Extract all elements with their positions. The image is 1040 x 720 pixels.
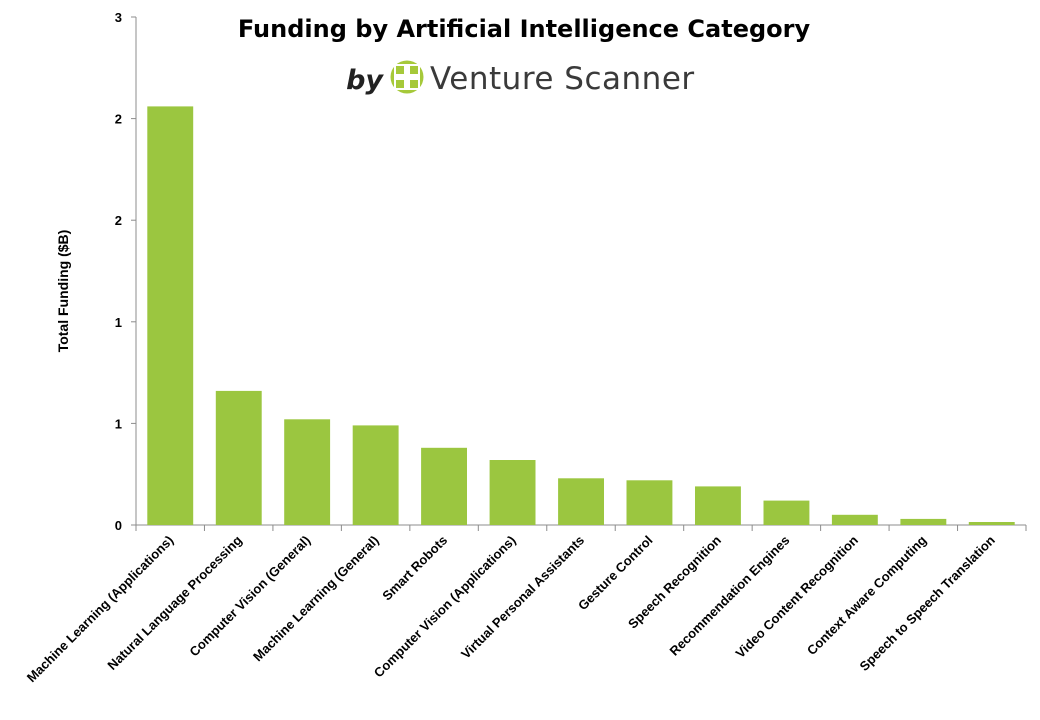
bar bbox=[489, 460, 536, 525]
bar bbox=[763, 500, 810, 525]
x-tick-label: Smart Robots bbox=[379, 533, 450, 604]
bar bbox=[284, 419, 331, 525]
x-tick-label: Natural Language Processing bbox=[104, 532, 244, 672]
x-tick-label: Context Aware Computing bbox=[804, 532, 930, 658]
plot-area: 0 1 1 2 2 3 Machine Learning (Applications)Nat… bbox=[24, 10, 1027, 686]
x-tick-label: Machine Learning (General) bbox=[250, 533, 382, 665]
chart-title: Funding by Artificial Intelligence Categ… bbox=[238, 15, 811, 43]
bar bbox=[831, 514, 878, 525]
x-tick-label: Virtual Personal Assistants bbox=[458, 533, 587, 662]
bar bbox=[421, 447, 467, 525]
bar bbox=[352, 425, 399, 525]
bar bbox=[215, 390, 262, 525]
x-tick-label: Speech to Speech Translation bbox=[857, 532, 998, 673]
y-tick-label: 2 bbox=[115, 213, 122, 228]
brand-name: Venture Scanner bbox=[430, 61, 695, 97]
bar bbox=[147, 106, 194, 526]
y-tick-label: 0 bbox=[115, 518, 122, 533]
x-tick-label: Recommendation Engines bbox=[666, 533, 792, 659]
x-tick-label: Gesture Control bbox=[575, 533, 656, 614]
bar bbox=[968, 522, 1015, 525]
by-label: by bbox=[346, 65, 384, 96]
x-tick-label: Machine Learning (Applications) bbox=[24, 533, 177, 686]
x-tick-label: Computer Vision (Applications) bbox=[371, 533, 519, 681]
x-tick-label: Video Content Recognition bbox=[733, 532, 861, 660]
brand-line: by Venture Scanner bbox=[346, 60, 695, 97]
y-tick-label: 1 bbox=[115, 315, 122, 330]
y-tick-label: 3 bbox=[115, 10, 122, 25]
bar bbox=[695, 486, 741, 525]
bar bbox=[558, 478, 604, 525]
x-tick-label: Computer Vision (General) bbox=[186, 533, 313, 660]
y-tick-label: 2 bbox=[115, 112, 122, 127]
bar bbox=[900, 518, 947, 525]
bar bbox=[626, 480, 673, 525]
y-axis-label: Total Funding ($B) bbox=[55, 230, 71, 353]
y-tick-label: 1 bbox=[115, 416, 122, 431]
venture-scanner-logo-icon bbox=[390, 60, 424, 94]
